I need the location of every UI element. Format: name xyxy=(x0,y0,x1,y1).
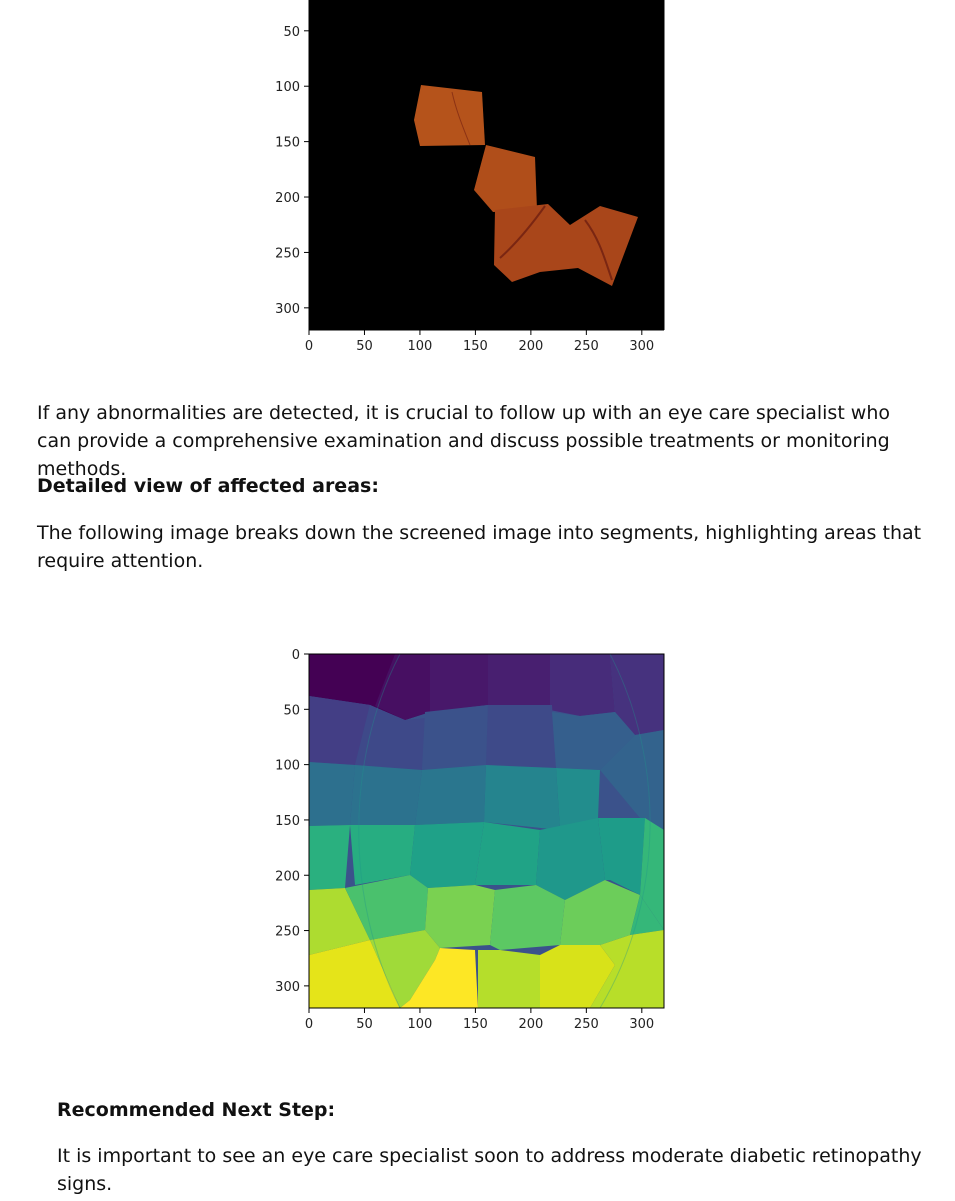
y-tick-label: 150 xyxy=(275,136,300,151)
x-tick-label: 50 xyxy=(356,1017,373,1032)
segments-paragraph: The following image breaks down the scre… xyxy=(37,522,922,572)
x-tick-label: 250 xyxy=(574,339,599,354)
x-tick-label: 150 xyxy=(463,1017,488,1032)
figure1-axes xyxy=(308,0,665,331)
x-tick-label: 50 xyxy=(356,339,373,354)
y-tick-label: 100 xyxy=(275,80,300,95)
y-tick-label: 300 xyxy=(275,302,300,317)
segmentation-heatmap xyxy=(309,654,664,1008)
x-tick-label: 200 xyxy=(518,339,543,354)
y-tick-label: 300 xyxy=(275,980,300,995)
y-tick-label: 50 xyxy=(283,25,300,40)
x-tick-label: 200 xyxy=(518,1017,543,1032)
x-tick-label: 0 xyxy=(305,339,313,354)
retina-patches xyxy=(414,85,638,286)
figure2-x-ticks: 0 50 100 150 200 250 300 xyxy=(305,1008,654,1032)
x-tick-label: 250 xyxy=(574,1017,599,1032)
abnormalities-paragraph: If any abnormalities are detected, it is… xyxy=(37,402,891,480)
x-tick-label: 100 xyxy=(408,1017,433,1032)
retina-patch-figure: 50 100 150 200 250 300 0 50 100 150 200 250 300 xyxy=(275,0,665,354)
figure2-y-ticks: 0 50 100 150 200 250 300 xyxy=(275,648,309,995)
x-tick-label: 300 xyxy=(629,1017,654,1032)
next-step-paragraph: It is important to see an eye care speci… xyxy=(57,1145,922,1195)
next-step-heading: Recommended Next Step: xyxy=(57,1099,336,1121)
detailed-view-heading: Detailed view of affected areas: xyxy=(37,475,379,497)
y-tick-label: 50 xyxy=(283,703,300,718)
segmentation-figure: 0 50 100 150 200 250 300 0 50 100 150 200 250 300 xyxy=(275,648,665,1032)
x-tick-label: 0 xyxy=(305,1017,313,1032)
y-tick-label: 250 xyxy=(275,246,300,261)
x-tick-label: 300 xyxy=(629,339,654,354)
figure1-x-ticks: 0 50 100 150 200 250 300 xyxy=(305,330,654,354)
y-tick-label: 200 xyxy=(275,869,300,884)
figure2-axes xyxy=(308,653,665,1009)
y-tick-label: 250 xyxy=(275,925,300,940)
y-tick-label: 200 xyxy=(275,191,300,206)
y-tick-label: 0 xyxy=(292,648,300,663)
figure1-y-ticks: 50 100 150 200 250 300 xyxy=(275,25,309,317)
x-tick-label: 100 xyxy=(408,339,433,354)
y-tick-label: 150 xyxy=(275,814,300,829)
x-tick-label: 150 xyxy=(463,339,488,354)
y-tick-label: 100 xyxy=(275,759,300,774)
